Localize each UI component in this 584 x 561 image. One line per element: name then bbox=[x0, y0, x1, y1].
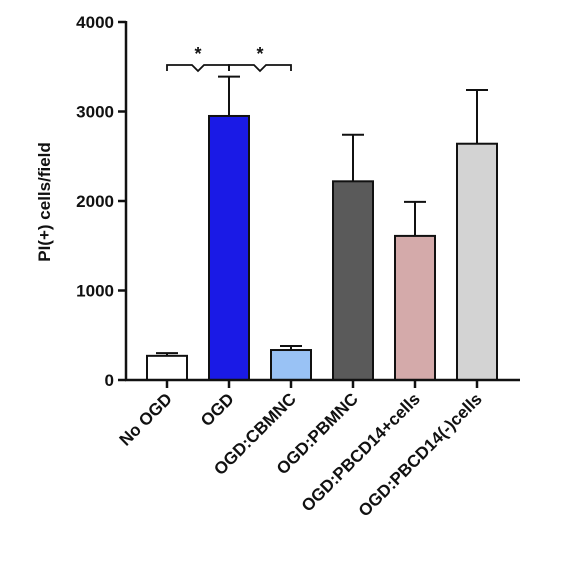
y-axis-title: PI(+) cells/field bbox=[35, 142, 54, 262]
x-tick-label-5: OGD:PBCD14(-)cells bbox=[355, 389, 486, 520]
significance-brackets: * * bbox=[166, 44, 292, 73]
bar-2 bbox=[270, 349, 312, 381]
x-ticks: No OGD OGDOGD:CBMNCOGD:PBMNCOGD:PBCD14+ce… bbox=[116, 380, 486, 520]
x-tick-label-1: OGD bbox=[197, 389, 238, 430]
y-tick-label-0: 0 bbox=[105, 371, 114, 390]
sig-bracket-0 bbox=[166, 64, 230, 73]
bar-5 bbox=[456, 142, 498, 381]
x-tick-label-0: No OGD bbox=[116, 389, 176, 449]
y-tick-label-4: 4000 bbox=[76, 13, 114, 32]
y-tick-label-1: 1000 bbox=[76, 282, 114, 301]
y-ticks: 0 1000 2000 3000 4000 bbox=[76, 13, 126, 390]
y-tick-label-2: 2000 bbox=[76, 192, 114, 211]
error-bars bbox=[156, 75, 488, 356]
bar-0 bbox=[146, 354, 188, 381]
y-tick-label-3: 3000 bbox=[76, 103, 114, 122]
y-axis-title-group: PI(+) cells/field bbox=[35, 142, 54, 262]
sig-bracket-1 bbox=[228, 64, 292, 73]
bar-1 bbox=[208, 114, 250, 381]
sig-label-1: * bbox=[256, 44, 263, 64]
x-tick-label-4: OGD:PBCD14+cells bbox=[298, 389, 424, 515]
bar-3 bbox=[332, 180, 374, 381]
bars bbox=[146, 114, 498, 381]
bar-4 bbox=[394, 234, 436, 381]
sig-label-0: * bbox=[194, 44, 201, 64]
